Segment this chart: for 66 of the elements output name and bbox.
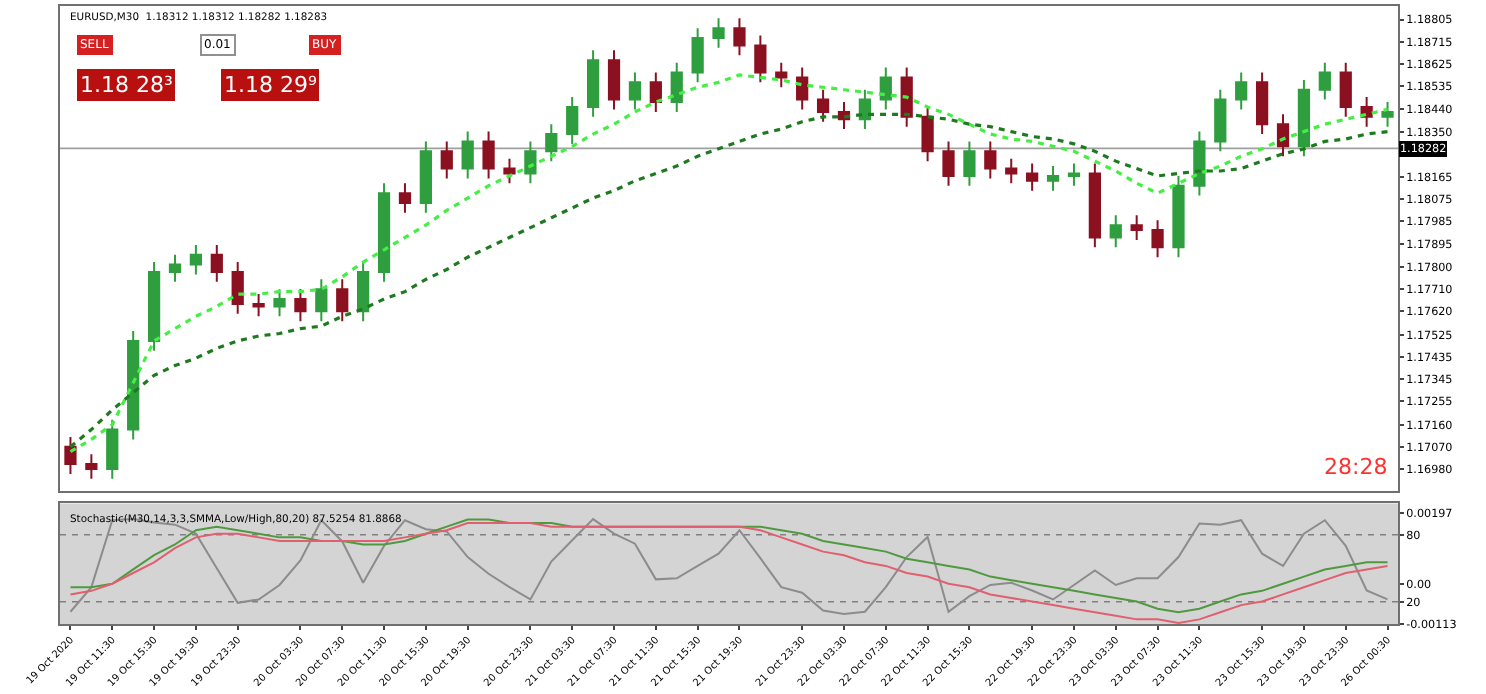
candlestick — [85, 453, 98, 480]
candlestick — [357, 261, 370, 323]
candlestick — [1067, 162, 1081, 187]
annotation: 28:28 — [1324, 454, 1388, 480]
candlestick — [1193, 130, 1206, 197]
candlestick — [816, 88, 830, 123]
candlestick — [1046, 165, 1060, 192]
candlestick — [1109, 214, 1122, 249]
candlestick — [210, 243, 223, 283]
candlestick — [712, 17, 725, 49]
candlestick — [231, 261, 244, 315]
candlestick — [796, 66, 809, 111]
candlestick — [984, 140, 997, 180]
candlestick — [315, 278, 328, 323]
candlestick — [900, 66, 913, 128]
candlestick — [691, 27, 704, 84]
candlestick — [1255, 71, 1269, 136]
candlestick — [649, 71, 662, 113]
candlestick — [419, 140, 432, 214]
candlestick — [1214, 88, 1227, 153]
candlestick — [733, 17, 746, 57]
annotation: 1.18 29⁹ — [224, 72, 317, 98]
candlestick — [607, 49, 621, 111]
candlestick — [147, 261, 161, 352]
candlestick — [440, 140, 453, 180]
candlestick — [1088, 162, 1101, 249]
candlestick — [377, 182, 391, 283]
candlestick — [127, 330, 140, 441]
candlestick — [670, 61, 683, 113]
candlestick — [273, 288, 286, 318]
candlestick — [775, 61, 788, 89]
candlestick — [64, 435, 77, 475]
candlestick — [336, 278, 349, 323]
candlestick — [1360, 96, 1373, 128]
candlestick — [754, 34, 767, 84]
candlestick — [1381, 101, 1394, 128]
candlestick — [942, 140, 955, 187]
candlestick — [1276, 113, 1290, 158]
candlestick — [858, 88, 872, 131]
annotation: 1.18 28³ — [80, 72, 173, 98]
candlestick — [1339, 61, 1352, 118]
candlestick — [1172, 174, 1185, 259]
candlestick — [879, 66, 892, 111]
candlestick — [1297, 78, 1311, 158]
candlestick — [503, 157, 516, 185]
candlestick — [398, 182, 412, 214]
candlestick — [963, 140, 976, 187]
candlestick — [294, 288, 307, 323]
candlestick — [921, 105, 934, 163]
candlestick — [106, 418, 119, 480]
candlestick — [461, 130, 474, 180]
candlestick — [1005, 157, 1018, 185]
candlestick — [566, 96, 579, 145]
candlestick — [524, 140, 537, 185]
candlestick — [168, 253, 182, 283]
candlestick — [1026, 162, 1039, 192]
candlestick — [482, 130, 495, 180]
candlestick — [1130, 214, 1143, 241]
candlestick — [1235, 71, 1248, 111]
candlestick — [1318, 61, 1331, 101]
candlestick — [1151, 219, 1164, 259]
candlestick — [628, 71, 642, 111]
candlestick — [189, 243, 203, 276]
candlestick — [586, 49, 600, 118]
candlestick — [252, 293, 265, 318]
candlestick — [545, 123, 558, 163]
